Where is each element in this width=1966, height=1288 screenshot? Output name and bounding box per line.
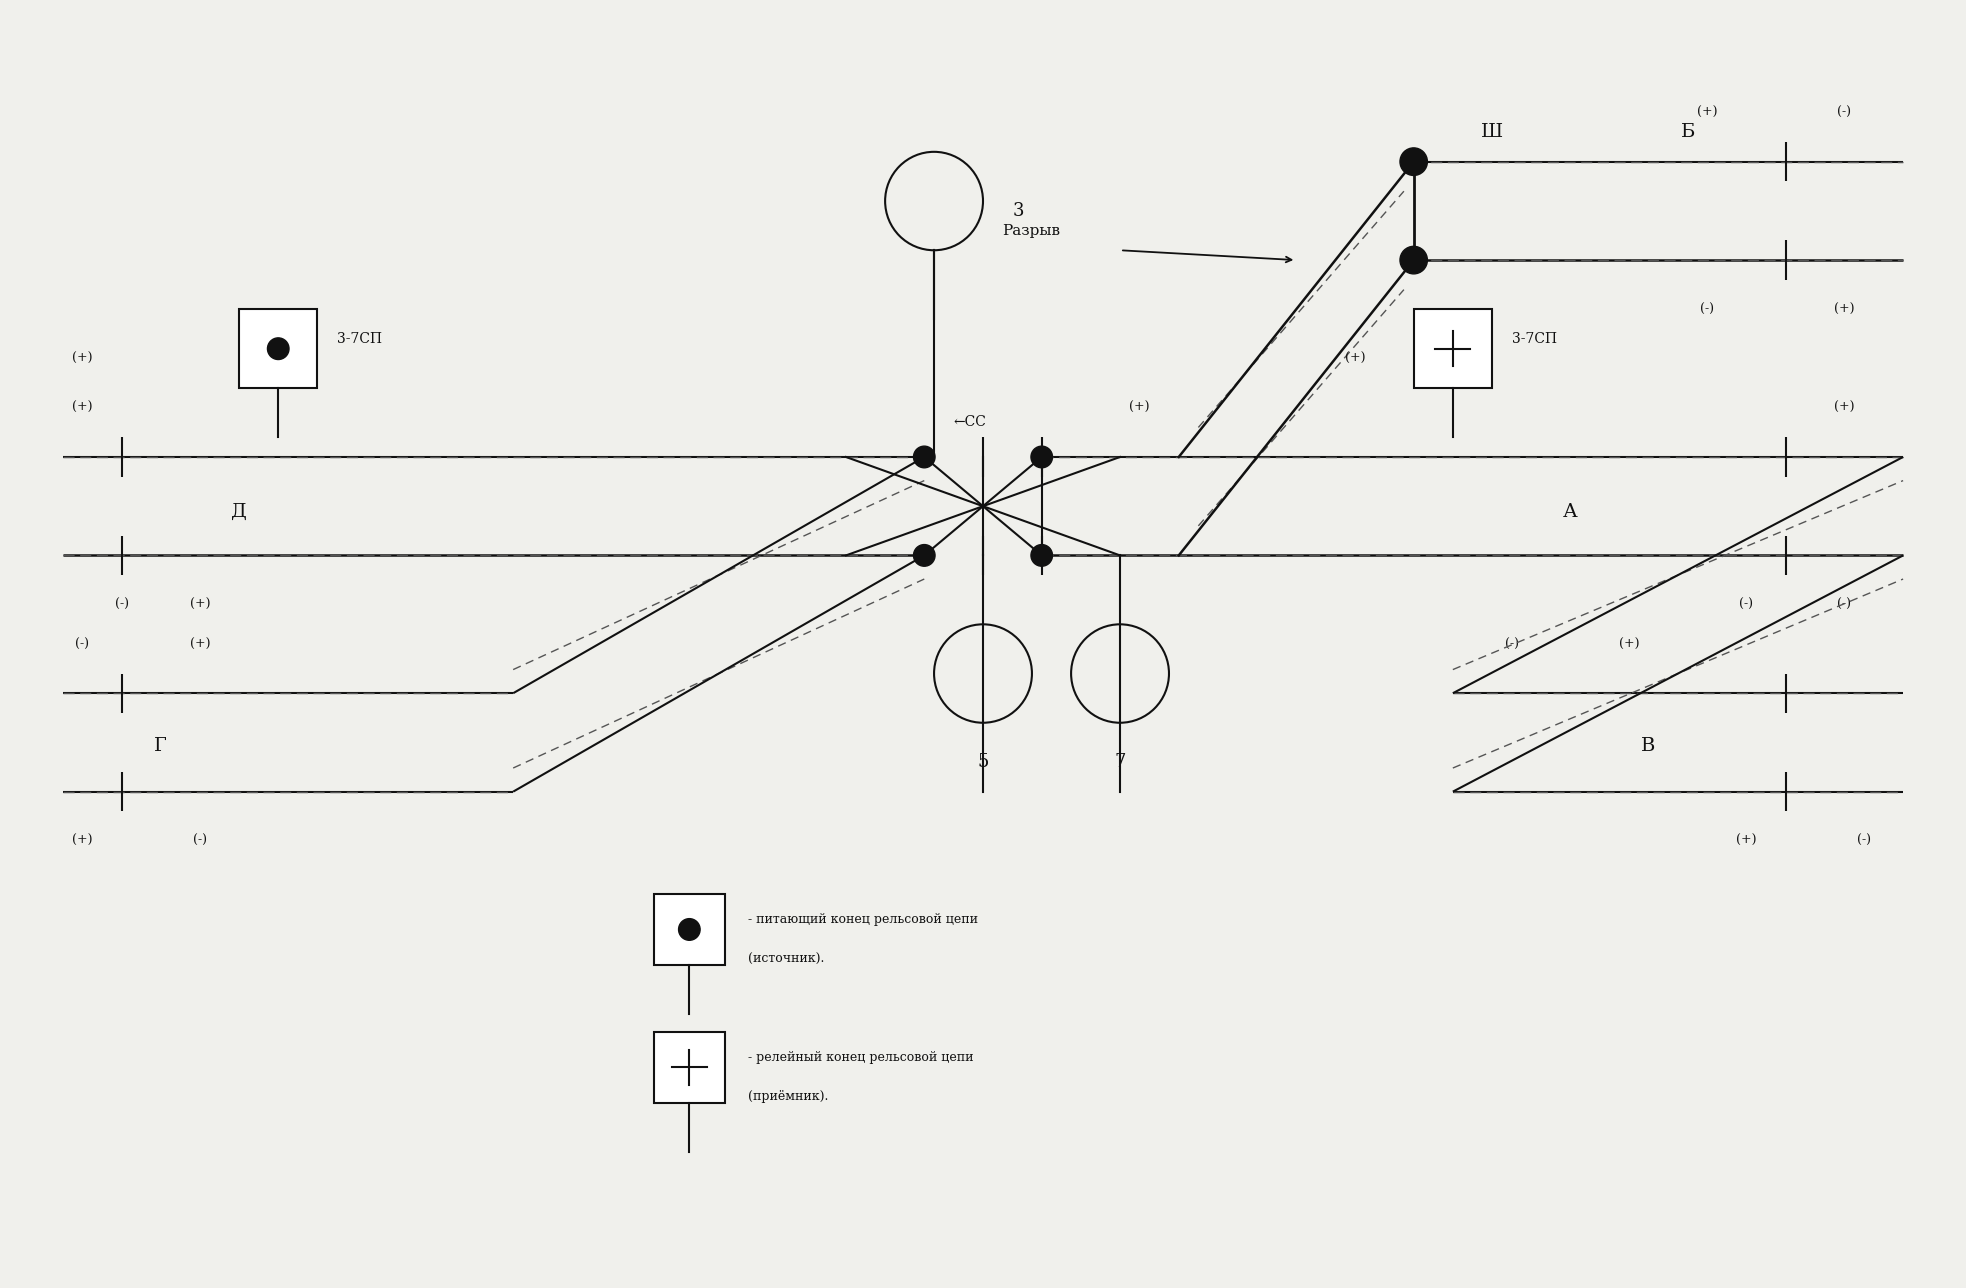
Text: (-): (-) <box>1701 303 1714 316</box>
Bar <box>240 309 317 388</box>
Text: - питающий конец рельсовой цепи: - питающий конец рельсовой цепи <box>749 913 977 926</box>
Text: Г: Г <box>155 737 167 755</box>
Circle shape <box>1030 446 1052 468</box>
Text: (+): (+) <box>1736 835 1758 848</box>
Text: (+): (+) <box>1345 352 1364 365</box>
Bar <box>1414 309 1492 388</box>
Text: (-): (-) <box>1504 638 1518 650</box>
Text: 7: 7 <box>1115 753 1127 772</box>
Text: (+): (+) <box>1697 106 1718 118</box>
Text: 5: 5 <box>977 753 989 772</box>
Text: (приёмник).: (приёмник). <box>749 1091 828 1104</box>
Text: Разрыв: Разрыв <box>1003 224 1060 237</box>
Bar <box>655 1032 725 1103</box>
Text: Д: Д <box>232 504 248 522</box>
Text: (-): (-) <box>193 835 206 848</box>
Text: (+): (+) <box>1463 352 1482 365</box>
Text: (-): (-) <box>75 638 90 650</box>
Text: 3: 3 <box>1012 202 1024 220</box>
Text: ←СС: ←СС <box>954 415 987 429</box>
Text: (-): (-) <box>271 352 285 365</box>
Text: (-): (-) <box>1740 598 1754 611</box>
Text: 3-7СП: 3-7СП <box>336 332 381 346</box>
Text: (+): (+) <box>73 835 92 848</box>
Text: (+): (+) <box>73 402 92 415</box>
Text: Б: Б <box>1681 124 1695 142</box>
Text: (+): (+) <box>73 352 92 365</box>
Text: А: А <box>1563 504 1577 522</box>
Circle shape <box>267 337 289 359</box>
Text: (+): (+) <box>1618 638 1640 650</box>
Text: (+): (+) <box>1128 402 1150 415</box>
Text: Ш: Ш <box>1480 124 1504 142</box>
Text: (+): (+) <box>189 638 210 650</box>
Circle shape <box>914 545 936 567</box>
Text: (-): (-) <box>1838 598 1852 611</box>
Text: 3-7СП: 3-7СП <box>1512 332 1557 346</box>
Circle shape <box>1030 545 1052 567</box>
Text: - релейный конец рельсовой цепи: - релейный конец рельсовой цепи <box>749 1051 973 1064</box>
Text: (-): (-) <box>1838 106 1852 118</box>
Circle shape <box>1400 148 1427 175</box>
Text: (-): (-) <box>1858 835 1872 848</box>
Text: В: В <box>1642 737 1655 755</box>
Text: (источник).: (источник). <box>749 953 824 966</box>
Text: (+): (+) <box>1834 303 1854 316</box>
Bar <box>655 894 725 965</box>
Text: (+): (+) <box>189 598 210 611</box>
Circle shape <box>678 918 700 940</box>
Circle shape <box>914 446 936 468</box>
Text: (-): (-) <box>114 598 128 611</box>
Text: (+): (+) <box>1834 402 1854 415</box>
Circle shape <box>1400 246 1427 274</box>
